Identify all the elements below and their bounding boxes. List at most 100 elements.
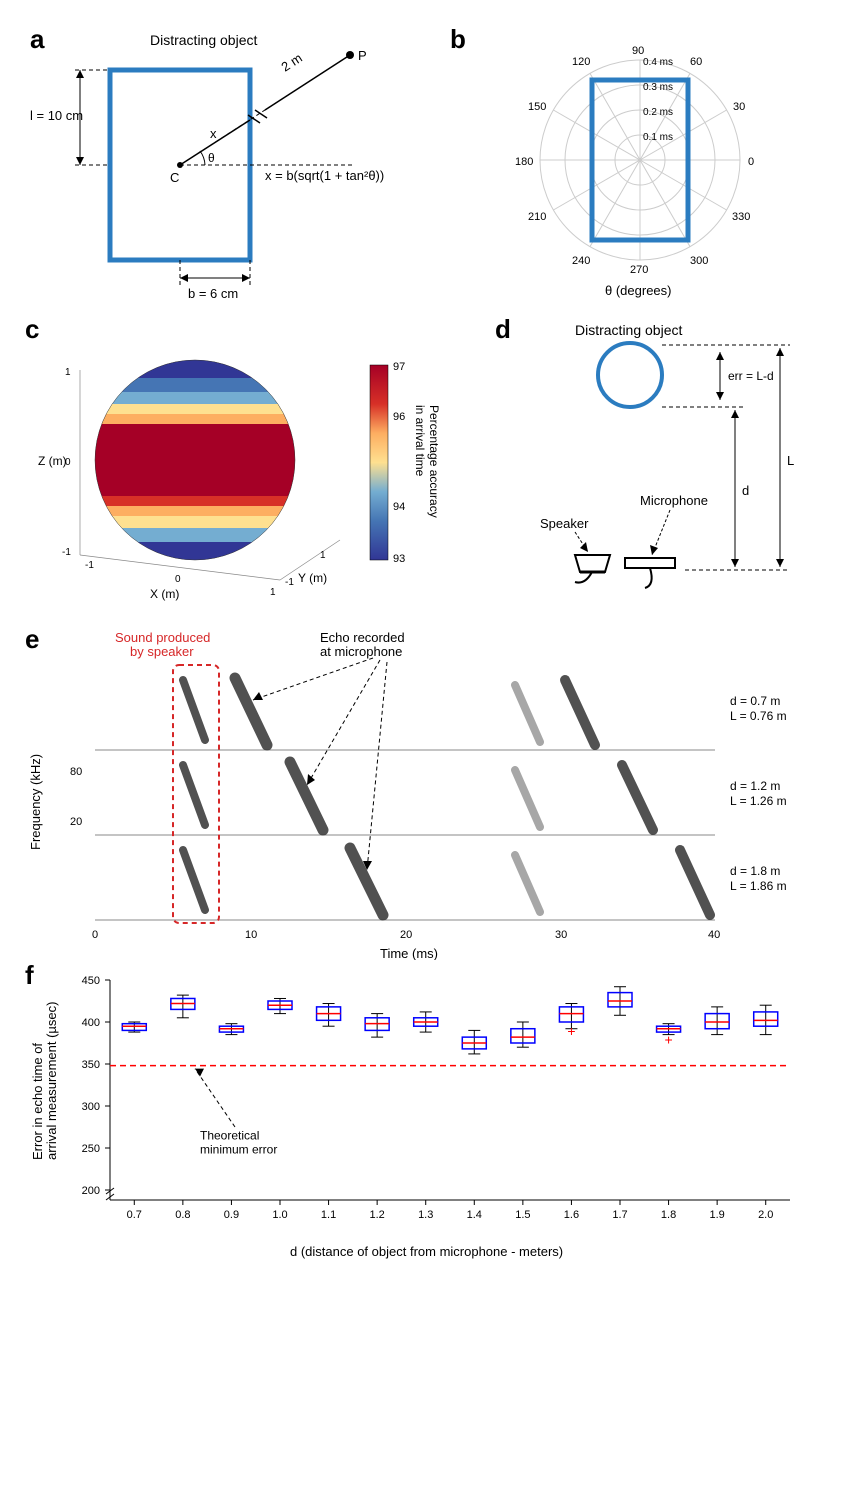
point-p: P xyxy=(358,48,367,63)
svg-text:30: 30 xyxy=(555,929,567,941)
panel-a-label: a xyxy=(30,24,45,54)
svg-text:0: 0 xyxy=(748,156,754,168)
panel-f-label: f xyxy=(25,960,34,990)
panel-d-svg: d Distracting object err = L-d d L Speak… xyxy=(480,310,837,610)
svg-text:0.2 ms: 0.2 ms xyxy=(643,107,673,118)
svg-text:Speaker: Speaker xyxy=(540,516,589,531)
svg-text:80: 80 xyxy=(70,766,82,778)
svg-text:0: 0 xyxy=(65,457,71,468)
center-label: C xyxy=(170,170,179,185)
svg-text:d = 0.7 m: d = 0.7 m xyxy=(730,694,780,708)
svg-text:err = L-d: err = L-d xyxy=(728,369,774,383)
svg-text:1.3: 1.3 xyxy=(418,1209,433,1221)
svg-text:40: 40 xyxy=(708,929,720,941)
svg-text:+: + xyxy=(567,1023,575,1039)
svg-text:d = 1.2 m: d = 1.2 m xyxy=(730,779,780,793)
svg-text:20: 20 xyxy=(400,929,412,941)
echo-label: Echo recorded at microphone xyxy=(320,630,408,659)
svg-text:94: 94 xyxy=(393,501,405,513)
svg-text:-1: -1 xyxy=(62,547,71,558)
svg-text:L: L xyxy=(787,453,794,468)
panel-b-label: b xyxy=(450,24,466,54)
svg-text:1: 1 xyxy=(65,367,71,378)
svg-text:1.0: 1.0 xyxy=(272,1209,287,1221)
svg-text:200: 200 xyxy=(82,1185,100,1197)
svg-text:96: 96 xyxy=(393,411,405,423)
panel-f-svg: f 200 250 300 350 400 450 0.7 0.8 0.9 1.0 1.1 1.2 1.… xyxy=(20,960,837,1260)
svg-text:d: d xyxy=(742,483,749,498)
svg-text:240: 240 xyxy=(572,255,590,267)
svg-text:30: 30 xyxy=(733,101,745,113)
panel-d-title: Distracting object xyxy=(575,322,682,338)
svg-text:2.0: 2.0 xyxy=(758,1209,773,1221)
svg-text:Frequency (kHz): Frequency (kHz) xyxy=(28,754,43,850)
svg-text:300: 300 xyxy=(82,1101,100,1113)
panel-a-svg: a Distracting object l = 10 cm b = 6 cm … xyxy=(20,20,440,300)
svg-text:1.8: 1.8 xyxy=(661,1209,676,1221)
svg-text:0.9: 0.9 xyxy=(224,1209,239,1221)
svg-text:Y (m): Y (m) xyxy=(298,571,327,585)
svg-text:270: 270 xyxy=(630,264,648,276)
svg-text:-1: -1 xyxy=(85,560,94,571)
svg-text:X (m): X (m) xyxy=(150,587,179,601)
svg-text:210: 210 xyxy=(528,211,546,223)
panel-a-title: Distracting object xyxy=(150,32,257,48)
svg-text:Theoreticalminimum error: Theoreticalminimum error xyxy=(200,1129,277,1157)
svg-text:350: 350 xyxy=(82,1059,100,1071)
x-label: x xyxy=(210,126,217,141)
svg-text:L = 1.26 m: L = 1.26 m xyxy=(730,794,787,808)
equation: x = b(sqrt(1 + tan²θ)) xyxy=(265,168,384,183)
svg-text:0: 0 xyxy=(92,929,98,941)
panel-f-xlabel: d (distance of object from microphone - … xyxy=(290,1244,563,1259)
svg-text:1.2: 1.2 xyxy=(369,1209,384,1221)
svg-text:93: 93 xyxy=(393,553,405,565)
theta-label: θ xyxy=(208,151,215,165)
panel-b-axis: θ (degrees) xyxy=(605,283,671,298)
svg-text:0.7: 0.7 xyxy=(127,1209,142,1221)
svg-text:L = 0.76 m: L = 0.76 m xyxy=(730,709,787,723)
svg-text:300: 300 xyxy=(690,255,708,267)
svg-text:-1: -1 xyxy=(285,577,294,588)
svg-text:250: 250 xyxy=(82,1143,100,1155)
svg-text:1.7: 1.7 xyxy=(612,1209,627,1221)
svg-text:150: 150 xyxy=(528,101,546,113)
svg-text:180: 180 xyxy=(515,156,533,168)
svg-text:1.6: 1.6 xyxy=(564,1209,579,1221)
svg-text:1.4: 1.4 xyxy=(467,1209,482,1221)
svg-text:90: 90 xyxy=(632,45,644,57)
panel-d-label: d xyxy=(495,314,511,344)
svg-text:60: 60 xyxy=(690,56,702,68)
panel-c-label: c xyxy=(25,314,39,344)
svg-text:Time (ms): Time (ms) xyxy=(380,946,438,960)
svg-text:450: 450 xyxy=(82,975,100,987)
svg-text:1.9: 1.9 xyxy=(709,1209,724,1221)
svg-text:0: 0 xyxy=(175,574,181,585)
panel-e-label: e xyxy=(25,624,39,654)
speaker-sound-label: Sound produced by speaker xyxy=(115,630,214,659)
panel-b-svg: b 0 30 xyxy=(440,20,837,300)
svg-text:120: 120 xyxy=(572,56,590,68)
dist-2m: 2 m xyxy=(278,50,304,74)
svg-text:1: 1 xyxy=(320,550,326,561)
svg-text:0.8: 0.8 xyxy=(175,1209,190,1221)
circle-obj xyxy=(598,343,662,407)
svg-text:Z (m): Z (m) xyxy=(38,454,67,468)
svg-text:1.5: 1.5 xyxy=(515,1209,530,1221)
colorbar-label: Percentage accuracy in arrival time xyxy=(413,405,441,521)
svg-text:+: + xyxy=(664,1031,672,1047)
svg-text:0.1 ms: 0.1 ms xyxy=(643,132,673,143)
svg-text:10: 10 xyxy=(245,929,257,941)
svg-text:400: 400 xyxy=(82,1017,100,1029)
svg-text:1.1: 1.1 xyxy=(321,1209,336,1221)
svg-text:Microphone: Microphone xyxy=(640,493,708,508)
svg-text:1: 1 xyxy=(270,587,276,598)
panel-e-svg: e Sound produced by speaker Echo recorde… xyxy=(20,620,837,960)
length-label: l = 10 cm xyxy=(30,108,83,123)
svg-text:330: 330 xyxy=(732,211,750,223)
svg-text:0.3 ms: 0.3 ms xyxy=(643,82,673,93)
svg-text:L = 1.86 m: L = 1.86 m xyxy=(730,879,787,893)
svg-text:0.4 ms: 0.4 ms xyxy=(643,57,673,68)
panel-c-svg: c xyxy=(20,310,480,610)
panel-f-ylabel: Error in echo time of arrival measuremen… xyxy=(30,1002,59,1160)
svg-text:20: 20 xyxy=(70,816,82,828)
